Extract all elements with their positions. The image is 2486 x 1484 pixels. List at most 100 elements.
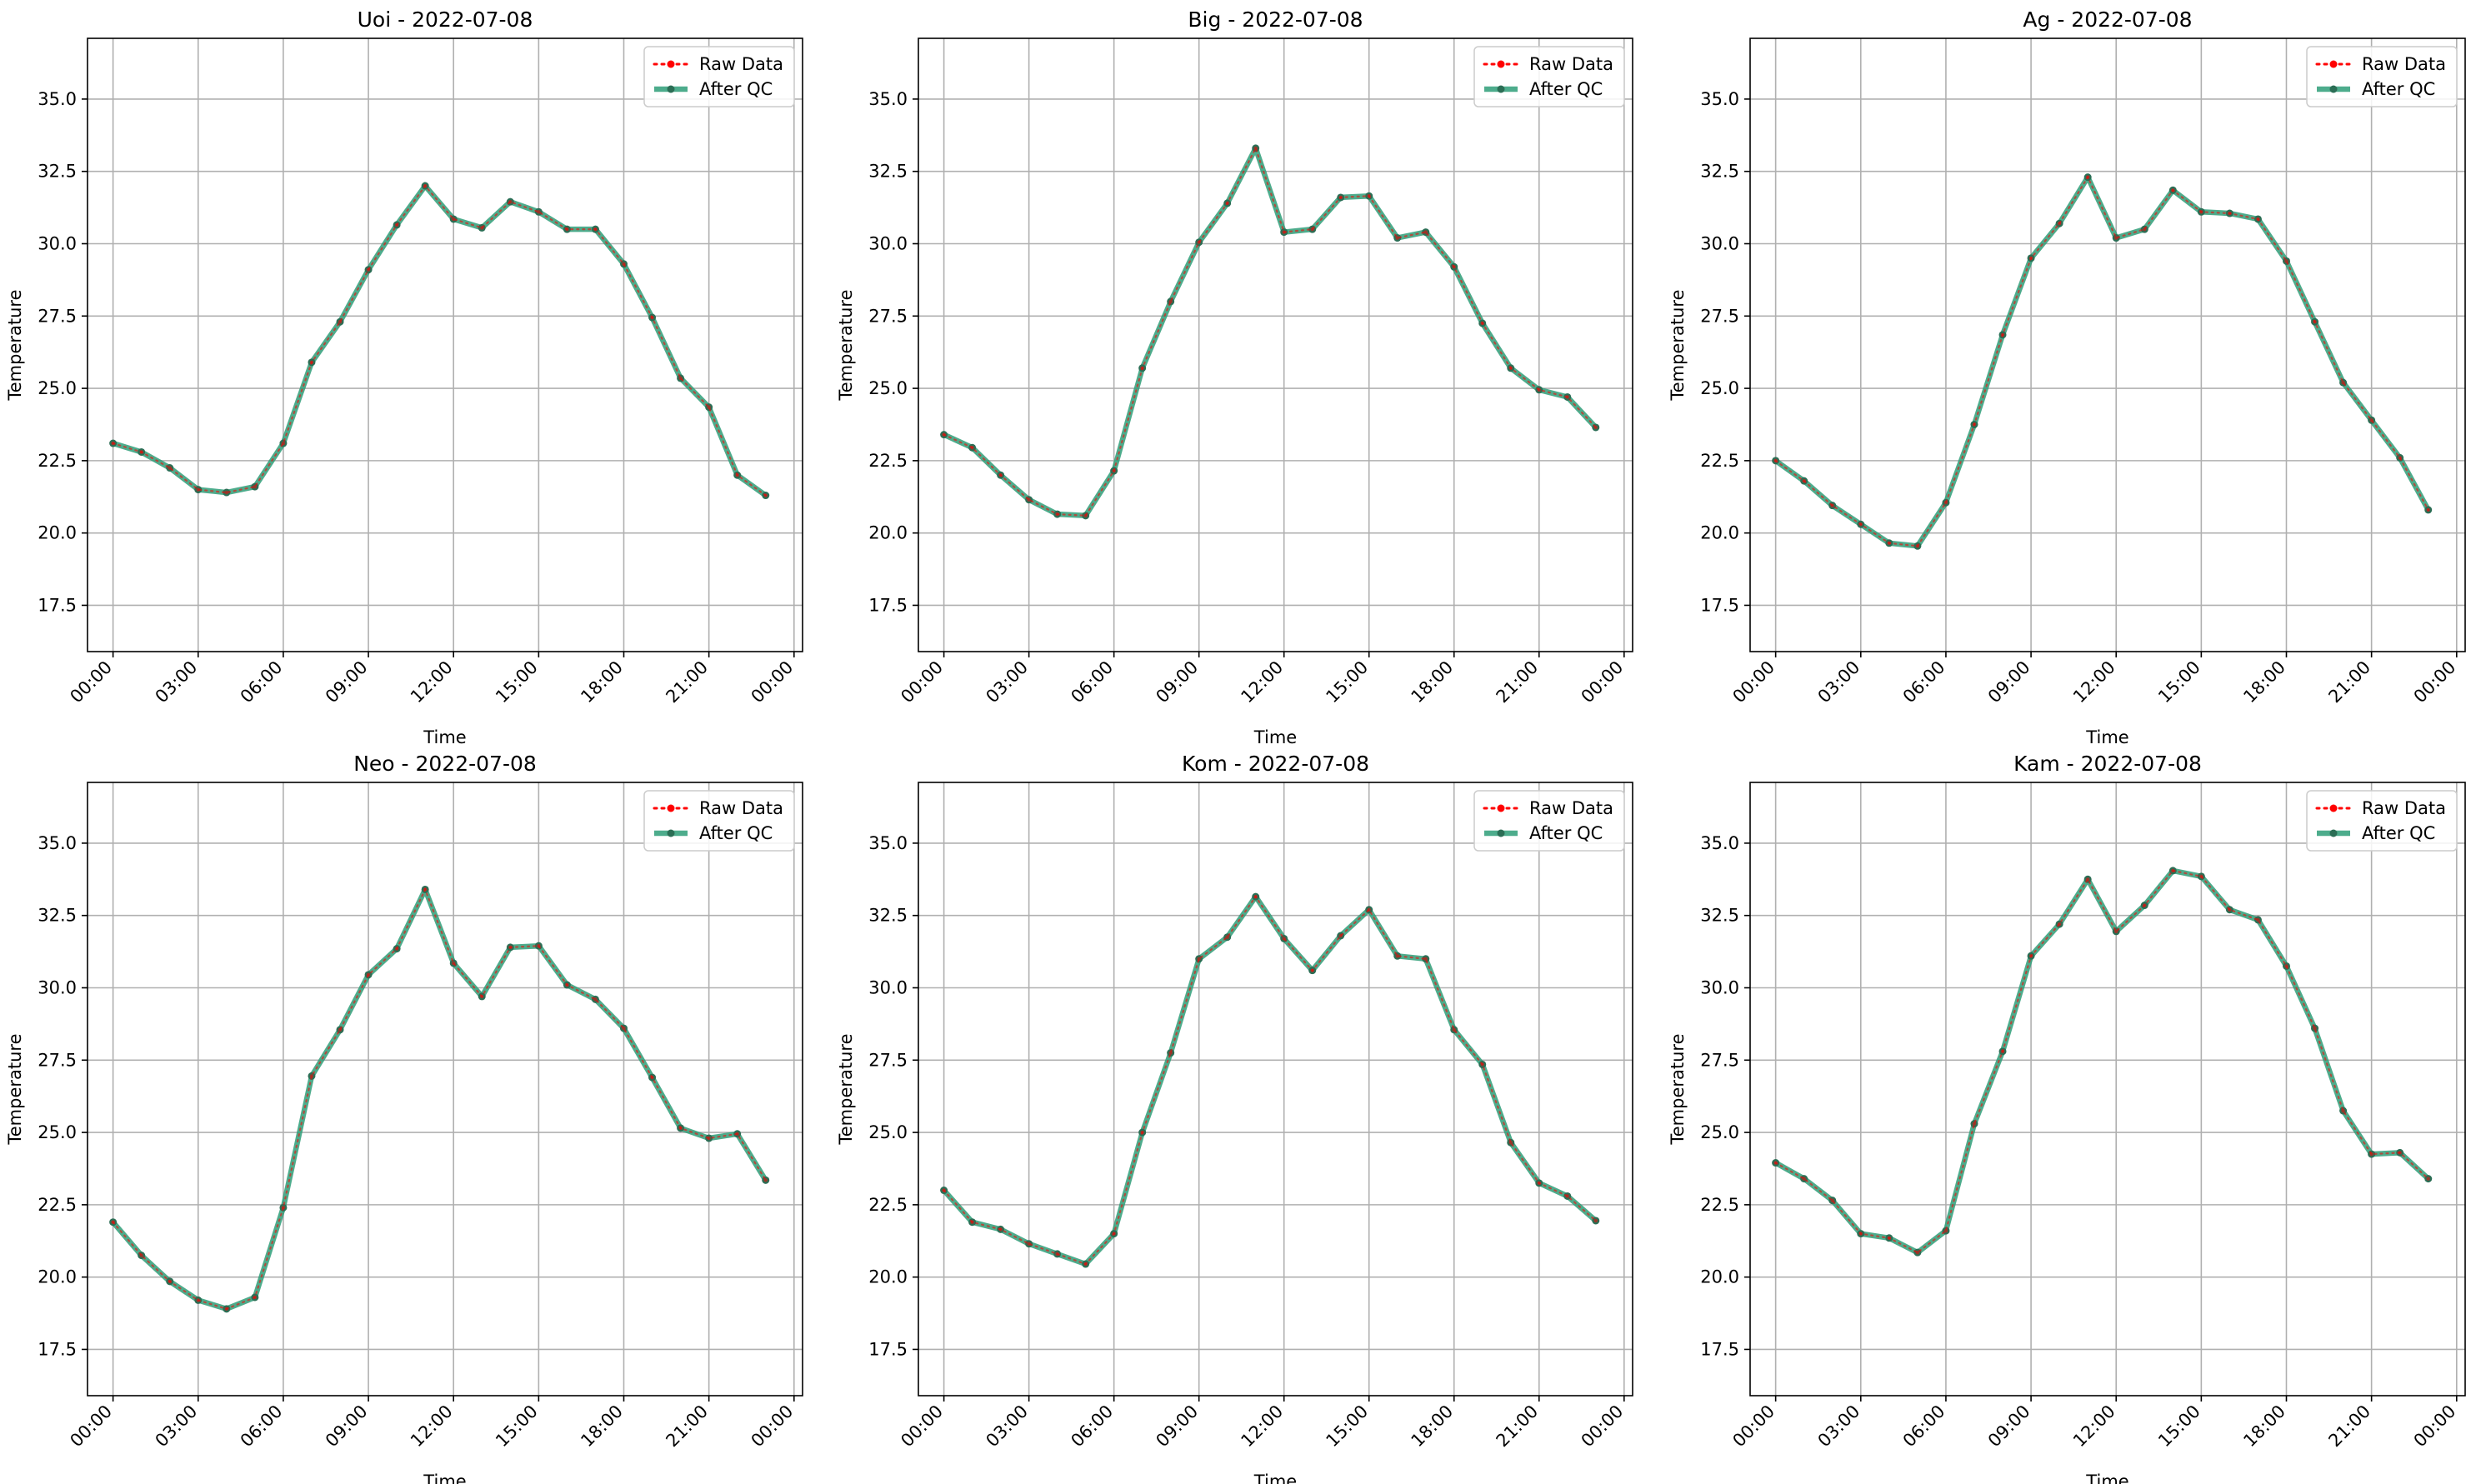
point-raw <box>2028 256 2033 261</box>
legend-qc-label: After QC <box>2362 823 2435 843</box>
chart-panel: 00:00 03:00 06:00 09:00 12:00 15:00 18:00 21:00… <box>836 752 1633 1484</box>
x-tick-label: 00:00 <box>1728 1402 1778 1452</box>
point-raw <box>1858 1232 1863 1236</box>
point-raw <box>508 199 513 204</box>
y-tick-label: 35.0 <box>1700 89 1739 109</box>
point-raw <box>1140 1130 1144 1135</box>
x-tick-label: 00:00 <box>897 657 947 707</box>
axes-frame <box>918 37 1633 652</box>
y-tick-label: 35.0 <box>868 833 908 853</box>
point-raw <box>1593 425 1598 430</box>
y-tick-label: 20.0 <box>1700 1267 1739 1287</box>
x-tick-label: 00:00 <box>1728 657 1778 707</box>
point-raw <box>2085 175 2090 179</box>
point-raw <box>2085 877 2090 882</box>
y-tick-label: 20.0 <box>38 1267 77 1287</box>
x-tick-label: 21:00 <box>2324 657 2374 707</box>
x-tick-label: 06:00 <box>1067 657 1117 707</box>
point-raw <box>1055 512 1059 517</box>
point-raw <box>735 1132 739 1137</box>
chart-title: Kom - 2022-07-08 <box>1182 752 1369 776</box>
point-raw <box>1027 1242 1031 1246</box>
point-raw <box>1168 1051 1173 1055</box>
x-tick-label: 03:00 <box>152 657 202 707</box>
point-raw <box>1197 240 1201 244</box>
y-tick-label: 32.5 <box>38 906 77 926</box>
y-tick-label: 17.5 <box>868 595 908 615</box>
point-raw <box>423 183 428 188</box>
chart-panel: 00:00 03:00 06:00 09:00 12:00 15:00 18:00 21:00… <box>5 7 803 747</box>
x-tick-label: 18:00 <box>577 657 627 707</box>
y-tick-label: 25.0 <box>38 1122 77 1142</box>
point-raw <box>452 217 456 222</box>
point-raw <box>253 484 258 489</box>
axes-frame <box>1749 782 2466 1397</box>
point-raw <box>1508 1141 1513 1145</box>
point-raw <box>1225 201 1229 206</box>
point-raw <box>622 1026 626 1031</box>
x-axis-label: Time <box>423 727 466 747</box>
x-tick-label: 18:00 <box>2239 1402 2289 1452</box>
point-raw <box>2284 964 2288 968</box>
chart-title: Ag - 2022-07-08 <box>2023 7 2192 32</box>
x-tick-label: 00:00 <box>66 1402 116 1452</box>
y-tick-label: 27.5 <box>1700 306 1739 326</box>
axes-frame <box>87 37 803 652</box>
point-raw <box>942 432 946 437</box>
point-raw <box>1972 422 1977 427</box>
point-raw <box>2114 929 2118 933</box>
x-axis-label: Time <box>1253 1472 1297 1484</box>
point-raw <box>1253 146 1258 151</box>
point-raw <box>1027 497 1031 502</box>
point-raw <box>1943 501 1948 505</box>
point-raw <box>2398 456 2402 460</box>
x-tick-label: 00:00 <box>66 657 116 707</box>
point-raw <box>1395 954 1399 958</box>
y-tick-label: 22.5 <box>38 1195 77 1215</box>
point-raw <box>1168 299 1173 304</box>
point-raw <box>1225 935 1229 939</box>
y-tick-label: 30.0 <box>1700 977 1739 997</box>
y-tick-label: 22.5 <box>868 451 908 471</box>
point-raw <box>970 1220 974 1224</box>
axes-frame <box>1749 37 2466 652</box>
point-raw <box>565 982 569 987</box>
y-tick-label: 17.5 <box>1700 595 1739 615</box>
legend-qc-label: After QC <box>1529 79 1603 99</box>
point-raw <box>1593 1218 1598 1223</box>
y-tick-label: 30.0 <box>868 233 908 253</box>
x-tick-label: 09:00 <box>322 1402 372 1452</box>
chart-panel: 00:00 03:00 06:00 09:00 12:00 15:00 18:00 21:00… <box>1668 7 2466 747</box>
y-tick-label: 30.0 <box>38 977 77 997</box>
y-tick-label: 32.5 <box>868 906 908 926</box>
point-raw <box>998 1227 1003 1232</box>
point-raw <box>1802 1177 1806 1181</box>
point-raw <box>2398 1151 2402 1155</box>
y-tick-label: 17.5 <box>38 595 77 615</box>
legend-qc-marker <box>667 85 675 93</box>
y-tick-label: 27.5 <box>38 1050 77 1070</box>
point-raw <box>1367 194 1371 198</box>
point-raw <box>1773 1161 1778 1165</box>
point-raw <box>366 972 371 977</box>
point-raw <box>2256 917 2260 922</box>
x-tick-label: 03:00 <box>982 1402 1032 1452</box>
chart-panel: 00:00 03:00 06:00 09:00 12:00 15:00 18:00 21:00… <box>836 7 1633 747</box>
x-tick-label: 15:00 <box>492 1402 542 1452</box>
x-tick-label: 09:00 <box>1152 657 1202 707</box>
point-raw <box>1112 1232 1116 1236</box>
point-raw <box>309 360 314 365</box>
chart-title: Kam - 2022-07-08 <box>2013 752 2202 776</box>
point-raw <box>1802 478 1806 483</box>
y-axis-label: Temperature <box>836 1033 856 1145</box>
x-tick-label: 15:00 <box>2154 1402 2204 1452</box>
y-tick-label: 25.0 <box>1700 378 1739 398</box>
point-raw <box>537 210 541 214</box>
y-tick-label: 20.0 <box>38 523 77 543</box>
legend: Raw Data After QC <box>2306 46 2458 107</box>
point-raw <box>1112 468 1116 473</box>
point-raw <box>1083 1262 1088 1267</box>
plot-area <box>88 38 803 652</box>
point-raw <box>2426 507 2430 512</box>
